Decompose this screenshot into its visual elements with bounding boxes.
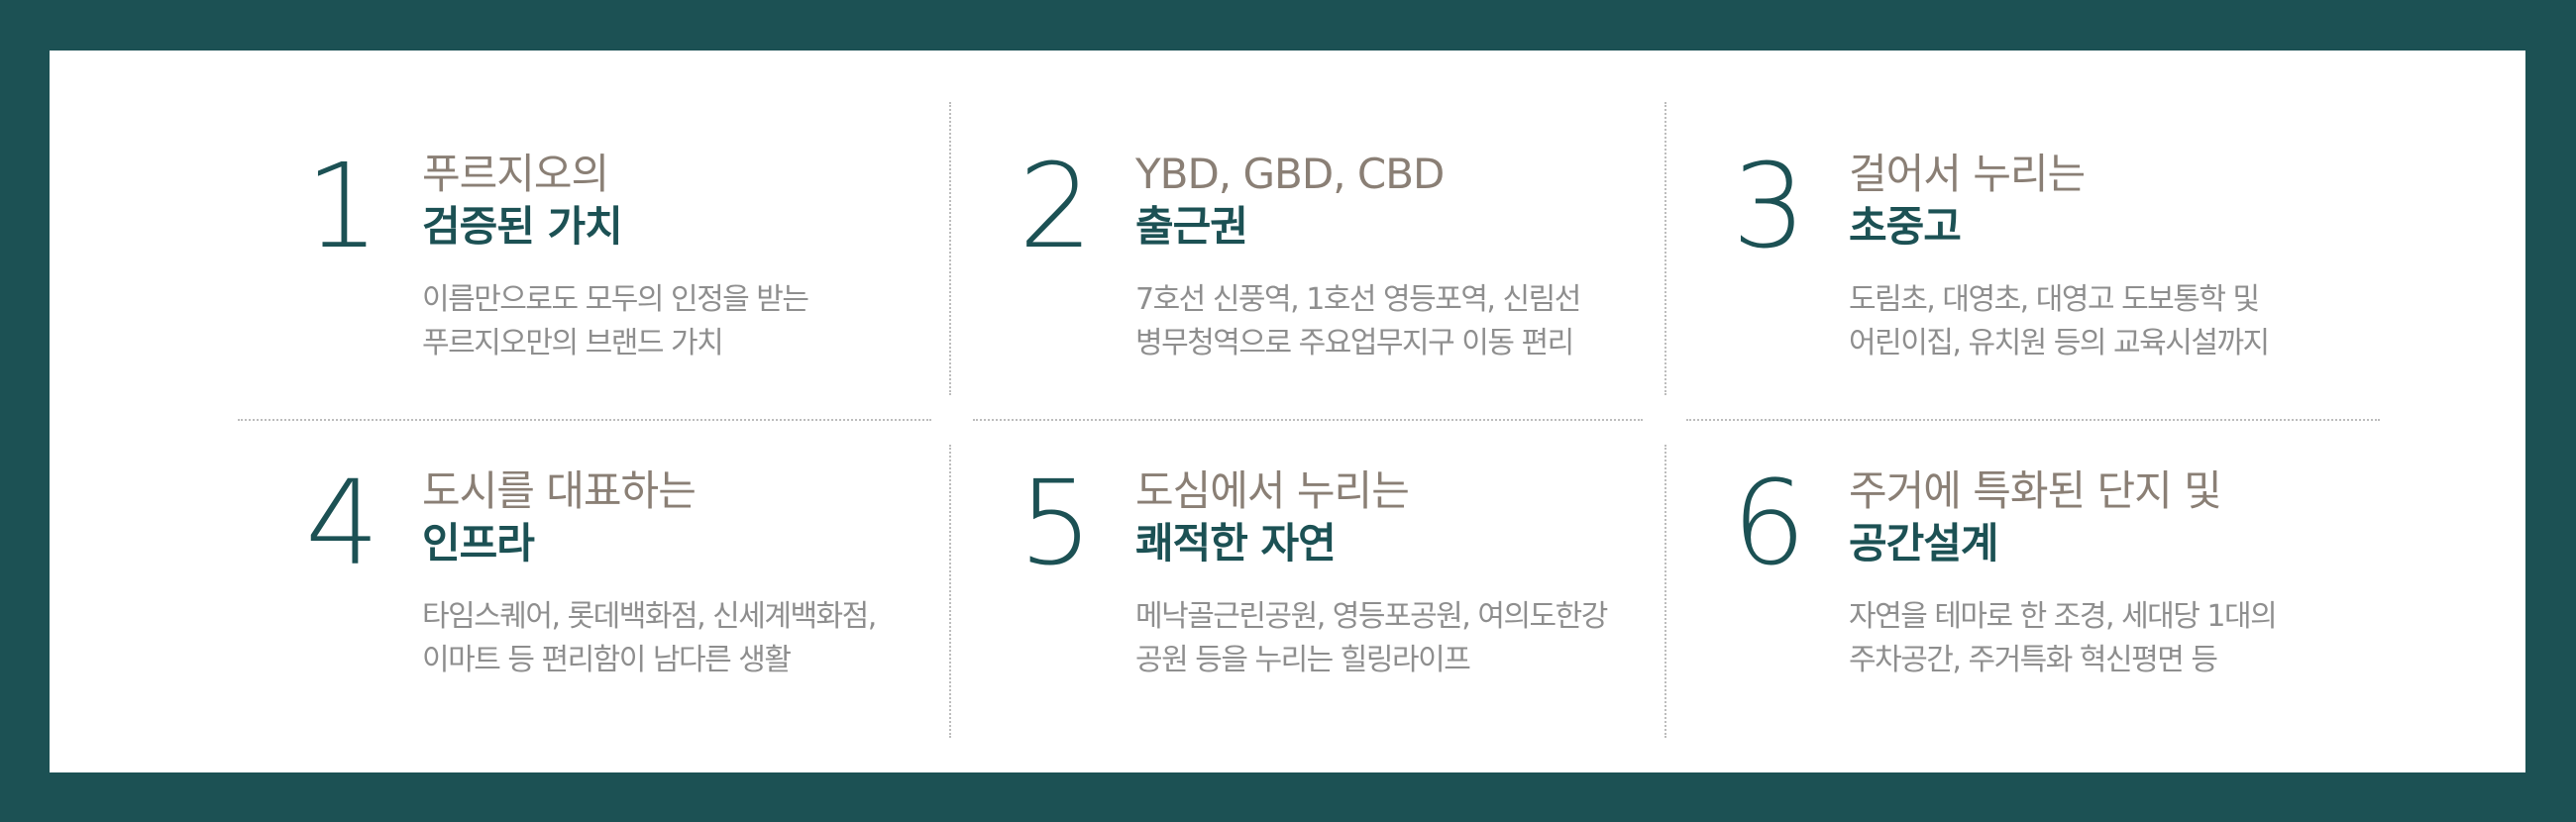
feature-number: 1: [305, 138, 379, 274]
feature-card-6: 6 주거에 특화된 단지 및 공간설계 자연을 테마로 한 조경, 세대당 1대…: [1732, 464, 2445, 762]
feature-title-line1: 주거에 특화된 단지 및: [1849, 466, 2222, 515]
feature-desc-line1: 도림초, 대영초, 대영고 도보통학 및: [1849, 282, 2260, 317]
feature-desc-line1: 메낙골근린공원, 영등포공원, 여의도한강: [1135, 599, 1608, 634]
feature-number: 2: [1019, 138, 1093, 274]
feature-title-line1: 걸어서 누리는: [1849, 150, 2086, 198]
divider-vertical: [949, 445, 951, 738]
divider-vertical: [949, 102, 951, 395]
feature-number: 4: [305, 455, 379, 591]
feature-title-line1: 도시를 대표하는: [422, 466, 697, 515]
feature-number: 5: [1019, 455, 1093, 591]
feature-desc-line2: 병무청역으로 주요업무지구 이동 편리: [1135, 326, 1574, 360]
feature-desc-line2: 주차공간, 주거특화 혁신평면 등: [1849, 643, 2218, 677]
feature-desc-line2: 공원 등을 누리는 힐링라이프: [1135, 643, 1471, 677]
feature-card-4: 4 도시를 대표하는 인프라 타임스퀘어, 롯데백화점, 신세계백화점, 이마트…: [305, 464, 1019, 762]
divider-horizontal: [973, 419, 1643, 421]
feature-desc-line1: 자연을 테마로 한 조경, 세대당 1대의: [1849, 599, 2278, 634]
feature-desc-line2: 이마트 등 편리함이 남다른 생활: [422, 643, 792, 677]
feature-title-line2: 출근권: [1135, 202, 1248, 251]
feature-title-line2: 초중고: [1849, 202, 1962, 251]
feature-desc-line1: 타임스퀘어, 롯데백화점, 신세계백화점,: [422, 599, 877, 634]
feature-title-line2: 공간설계: [1849, 519, 1999, 567]
feature-desc-line2: 푸르지오만의 브랜드 가치: [422, 326, 724, 360]
feature-card-5: 5 도심에서 누리는 쾌적한 자연 메낙골근린공원, 영등포공원, 여의도한강 …: [1019, 464, 1732, 762]
features-panel: 1 푸르지오의 검증된 가치 이름만으로도 모두의 인정을 받는 푸르지오만의 …: [50, 51, 2525, 772]
feature-title-line1: YBD, GBD, CBD: [1135, 150, 1445, 198]
feature-title-line2: 검증된 가치: [422, 202, 623, 251]
feature-title-line1: 푸르지오의: [422, 150, 609, 198]
feature-title-line1: 도심에서 누리는: [1135, 466, 1410, 515]
divider-horizontal: [238, 419, 931, 421]
feature-card-2: 2 YBD, GBD, CBD 출근권 7호선 신풍역, 1호선 영등포역, 신…: [1019, 148, 1732, 445]
feature-card-3: 3 걸어서 누리는 초중고 도림초, 대영초, 대영고 도보통학 및 어린이집,…: [1732, 148, 2445, 445]
feature-desc-line1: 이름만으로도 모두의 인정을 받는: [422, 282, 809, 317]
feature-card-1: 1 푸르지오의 검증된 가치 이름만으로도 모두의 인정을 받는 푸르지오만의 …: [305, 148, 1019, 445]
divider-vertical: [1664, 102, 1666, 395]
feature-title-line2: 인프라: [422, 519, 535, 567]
divider-horizontal: [1686, 419, 2380, 421]
feature-desc-line1: 7호선 신풍역, 1호선 영등포역, 신림선: [1135, 282, 1581, 317]
feature-desc-line2: 어린이집, 유치원 등의 교육시설까지: [1849, 326, 2270, 360]
divider-vertical: [1664, 445, 1666, 738]
feature-number: 6: [1732, 455, 1806, 591]
feature-number: 3: [1732, 138, 1806, 274]
feature-title-line2: 쾌적한 자연: [1135, 519, 1337, 567]
